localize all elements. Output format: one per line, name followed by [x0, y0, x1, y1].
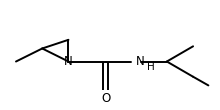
- Text: O: O: [101, 92, 110, 105]
- Text: N: N: [136, 55, 145, 68]
- Text: H: H: [147, 62, 154, 72]
- Text: N: N: [64, 55, 73, 68]
